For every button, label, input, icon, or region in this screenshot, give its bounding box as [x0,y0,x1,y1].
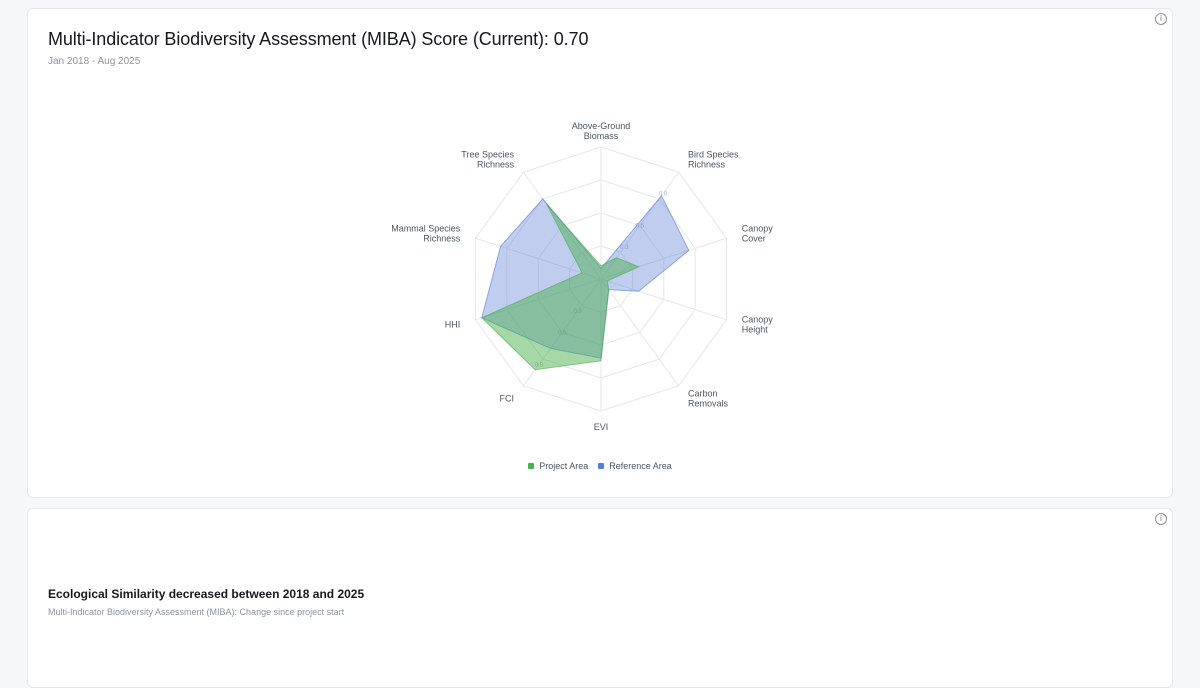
date-range: Jan 2018 - Aug 2025 [48,56,141,67]
legend-label: Project Area [539,461,589,471]
legend-swatch [598,463,605,469]
axis-label: Richness [423,233,461,243]
axis-label: Bird Species [688,149,739,159]
legend-item[interactable]: Project Area [528,461,588,471]
ring-label: 0.3 [620,245,629,251]
legend-item[interactable]: Reference Area [598,461,672,471]
miba-score-card: i Multi-Indicator Biodiversity Assessmen… [27,8,1173,498]
axis-label: Mammal Species [391,223,461,233]
axis-label: Height [742,325,769,335]
ring-label: 0.5 [636,224,645,230]
axis-label: Carbon [688,389,718,399]
axis-label: Biomass [584,131,619,141]
info-icon[interactable]: i [1155,513,1167,525]
grid-spoke [475,237,602,280]
card-title: Ecological Similarity decreased between … [48,587,365,601]
axis-label: FCI [500,394,515,404]
series-area-project [480,203,640,371]
axis-label: Removals [688,399,729,409]
axis-label: Above-Ground [572,121,631,131]
axis-label: EVI [594,422,609,432]
axis-label: Tree Species [461,149,514,159]
card-subtitle: Multi-Indicator Biodiversity Assessment … [48,607,345,617]
card-title: Multi-Indicator Biodiversity Assessment … [48,29,589,49]
ecological-similarity-card: i Ecological Similarity decreased betwee… [27,508,1173,688]
chart-legend: Project Area Reference Area [28,461,1172,471]
ring-label: 0.8 [659,192,668,198]
axis-label: Richness [477,159,515,169]
radar-chart: 0.30.50.80.30.50.8Above-GroundBiomassBir… [391,121,774,432]
axis-label: Canopy [742,315,774,325]
grid-spoke [600,278,679,387]
legend-label: Reference Area [609,461,672,471]
grid-spoke [600,278,727,321]
axis-label: HHI [445,320,461,330]
axis-label: Richness [688,159,726,169]
legend-swatch [528,463,535,469]
info-icon[interactable]: i [1155,13,1167,25]
axis-label: Canopy [742,223,774,233]
axis-label: Cover [742,233,766,243]
